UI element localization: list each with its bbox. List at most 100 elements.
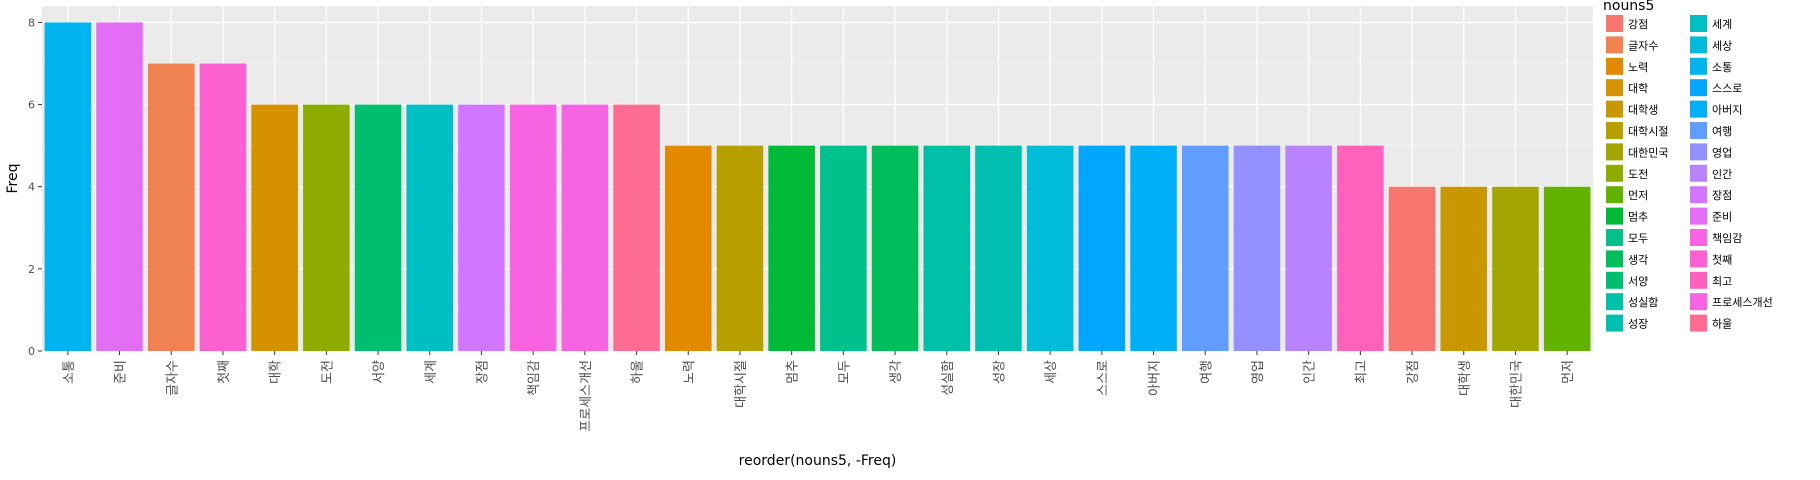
- legend-label: 도전: [1628, 168, 1648, 181]
- legend-label: 대학: [1628, 82, 1648, 95]
- bar-서양: [354, 104, 402, 351]
- x-tick-label: 생각: [889, 360, 904, 384]
- legend-key: [1690, 164, 1707, 182]
- bar-인간: [1285, 145, 1332, 351]
- y-tick-label: 8: [28, 16, 35, 29]
- bar-대학시절: [716, 145, 764, 351]
- bar-모두: [820, 145, 867, 351]
- x-axis: 소통 준비 글자수 첫째 대학 도전 서양 세계 장점 책임감 프로세스개선 하울 노력 대학시절 멈추 모두…: [62, 351, 1576, 432]
- legend-key: [1690, 207, 1707, 225]
- legend-key: [1606, 186, 1623, 204]
- legend-key: [1606, 57, 1623, 75]
- bar-성장: [975, 145, 1022, 351]
- bar-대학생: [1440, 186, 1488, 351]
- bar-노력: [664, 145, 712, 351]
- legend-label: 최고: [1712, 275, 1732, 288]
- legend-label: 멈추: [1628, 211, 1648, 224]
- bar-멈추: [768, 145, 815, 351]
- legend-key: [1606, 36, 1623, 54]
- legend-key: [1690, 250, 1707, 268]
- legend-label: 아버지: [1712, 104, 1742, 117]
- x-tick-label: 영업: [1251, 360, 1266, 384]
- x-tick-label: 준비: [114, 360, 129, 384]
- legend-key: [1606, 293, 1623, 311]
- x-tick-label: 모두: [837, 360, 852, 384]
- x-axis-title: reorder(nouns5, -Freq): [739, 453, 897, 469]
- x-tick-label: 도전: [320, 360, 335, 384]
- x-tick-label: 대한민국: [1509, 360, 1524, 408]
- x-tick-label: 장점: [475, 360, 490, 384]
- bar-프로세스개선: [561, 104, 609, 351]
- bar-세상: [1026, 145, 1074, 351]
- legend-key: [1606, 100, 1623, 118]
- x-tick-label: 대학시절: [734, 360, 749, 408]
- legend-key: [1606, 250, 1623, 268]
- bar-성실함: [923, 145, 971, 351]
- x-tick-label: 하울: [631, 360, 646, 384]
- x-tick-label: 아버지: [1148, 360, 1163, 396]
- legend-label: 성장: [1628, 318, 1648, 331]
- legend-label: 세상: [1712, 39, 1732, 52]
- x-tick-label: 세계: [424, 360, 439, 384]
- legend-key: [1606, 207, 1623, 225]
- bar-소통: [44, 22, 92, 352]
- legend-label: 세계: [1712, 18, 1732, 31]
- legend-label: 하울: [1712, 317, 1732, 331]
- legend-key: [1606, 122, 1623, 139]
- legend-key: [1690, 143, 1707, 161]
- legend-label: 대학생: [1628, 104, 1658, 117]
- y-tick-label: 2: [28, 263, 35, 276]
- legend-label: 모두: [1628, 232, 1648, 245]
- y-axis: 0 2 4 6 8: [28, 16, 42, 358]
- legend-key: [1606, 15, 1623, 32]
- x-tick-label: 서양: [372, 360, 387, 384]
- x-tick-label: 책임감: [527, 360, 542, 396]
- bar-강점: [1388, 186, 1436, 351]
- bar-영업: [1233, 145, 1281, 351]
- x-tick-label: 노력: [682, 360, 697, 384]
- legend-key: [1606, 271, 1623, 289]
- legend-label: 여행: [1712, 125, 1732, 138]
- x-tick-label: 성장: [992, 360, 1007, 384]
- bar-첫째: [199, 63, 247, 351]
- bar-하울: [613, 104, 660, 351]
- legend-key: [1690, 122, 1707, 139]
- x-tick-label: 글자수: [165, 360, 180, 396]
- bars: [44, 22, 1591, 352]
- legend-label: 서양: [1628, 275, 1648, 288]
- x-tick-label: 여행: [1198, 360, 1214, 384]
- bar-대학: [251, 104, 298, 351]
- grid-minor: [42, 63, 1593, 311]
- legend-key: [1606, 79, 1623, 97]
- legend-label: 대한민국: [1628, 146, 1668, 159]
- legend-label: 인간: [1712, 168, 1732, 181]
- x-tick-label: 프로세스개선: [579, 360, 594, 432]
- y-tick-label: 4: [28, 181, 35, 194]
- bar-최고: [1337, 145, 1384, 351]
- bar-장점: [458, 104, 505, 351]
- legend-label: 생각: [1628, 253, 1648, 266]
- x-tick-label: 성실함: [941, 360, 956, 396]
- bar-아버지: [1130, 145, 1177, 351]
- legend-key: [1690, 186, 1707, 204]
- legend-key: [1690, 271, 1707, 289]
- x-tick-label: 첫째: [217, 360, 232, 384]
- bar-세계: [406, 104, 454, 351]
- y-tick-label: 0: [28, 345, 35, 358]
- legend-label: 글자수: [1628, 39, 1658, 52]
- legend-label: 성실함: [1628, 296, 1658, 309]
- legend-key: [1606, 164, 1623, 182]
- legend-label: 책임감: [1712, 232, 1742, 245]
- legend-label: 영업: [1712, 146, 1732, 159]
- legend-key: [1606, 229, 1623, 246]
- legend-label: 준비: [1712, 211, 1732, 224]
- legend-key: [1606, 314, 1623, 332]
- bar-글자수: [147, 63, 195, 351]
- legend-label: 노력: [1628, 61, 1648, 74]
- y-axis-title: Freq: [5, 164, 21, 194]
- x-tick-label: 스스로: [1096, 360, 1111, 396]
- bar-생각: [871, 145, 919, 351]
- y-tick-label: 6: [28, 99, 35, 112]
